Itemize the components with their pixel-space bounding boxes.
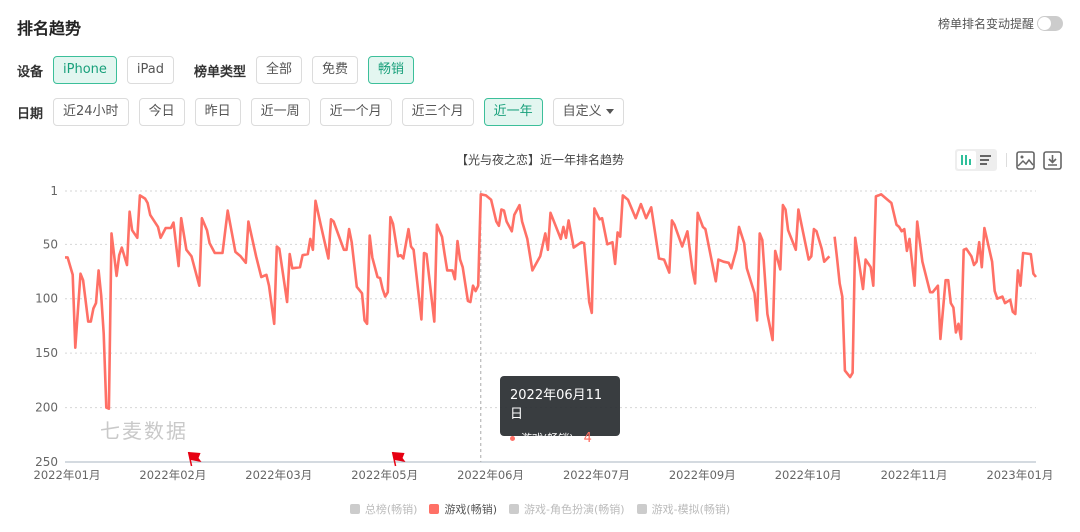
download-icon[interactable]: [1043, 150, 1062, 170]
date-label: 日期: [17, 106, 44, 122]
date-yesterday-button[interactable]: 昨日: [194, 98, 241, 126]
x-tick-label: 2022年11月: [881, 468, 948, 482]
rank-change-alert-label: 榜单排名变动提醒: [937, 17, 1034, 31]
flag-cloth: [392, 452, 406, 462]
x-axis: 2022年01月 2022年02月 2022年03月 2022年05月 2022年06月…: [34, 461, 1053, 482]
date-3months-button[interactable]: 近三个月: [401, 98, 474, 126]
event-flags: [187, 451, 406, 467]
legend-label: 游戏(畅销): [444, 503, 498, 516]
flag-pole: [187, 451, 193, 467]
chart-legend: 总榜(畅销) 游戏(畅销) 游戏-角色扮演(畅销) 游戏-模拟(畅销): [0, 501, 1080, 517]
x-tick-label: 2022年02月: [139, 468, 206, 482]
bar-chart-icon[interactable]: [957, 151, 976, 169]
legend-swatch: [509, 504, 520, 514]
y-tick-label: 1: [50, 184, 58, 198]
legend-swatch: [636, 504, 647, 514]
tooltip-date: 2022年06月11日: [510, 388, 603, 422]
custom-label: 自定义: [562, 104, 602, 119]
tooltip: 2022年06月11日 游戏(畅销) 4: [500, 376, 620, 446]
legend-label: 游戏-模拟(畅销): [651, 503, 731, 516]
device-label: 设备: [17, 64, 44, 80]
page-title: 排名趋势: [17, 19, 82, 38]
series-line: [65, 193, 831, 411]
date-custom-dropdown[interactable]: 自定义: [552, 98, 624, 126]
date-month-button[interactable]: 近一个月: [319, 98, 392, 126]
type-free-button[interactable]: 免费: [312, 56, 359, 84]
tooltip-value: 4: [583, 430, 592, 446]
x-tick-label: 2022年01月: [34, 468, 101, 482]
flag-icon: [187, 451, 202, 467]
date-filter-row: 日期 近24小时 今日 昨日 近一周 近一个月 近三个月 近一年 自定义: [17, 98, 634, 126]
chart-type-label: 榜单类型: [194, 64, 247, 80]
chart-toolbar: [955, 149, 1070, 171]
x-tick-label: 2022年09月: [669, 468, 736, 482]
type-all-button[interactable]: 全部: [256, 56, 303, 84]
legend-swatch: [349, 504, 360, 514]
series-lines: [65, 193, 1038, 411]
x-tick-label: 2022年05月: [351, 468, 418, 482]
caret-down-icon: [605, 109, 614, 114]
legend-label: 游戏-角色扮演(畅销): [524, 503, 625, 516]
rank-change-alert-toggle[interactable]: [1037, 16, 1063, 31]
tooltip-series: 游戏(畅销) 4: [510, 430, 610, 446]
flag-cloth: [188, 452, 202, 462]
x-tick-label: 2022年06月: [457, 468, 524, 482]
y-tick-label: 200: [35, 401, 58, 415]
series-line: [833, 193, 1038, 379]
list-icon[interactable]: [976, 151, 995, 169]
date-24h-button[interactable]: 近24小时: [53, 98, 129, 126]
x-tick-label: 2022年03月: [245, 468, 312, 482]
tooltip-series-name: 游戏(畅销): [521, 432, 574, 445]
legend-item-simulation[interactable]: 游戏-模拟(畅销): [636, 501, 731, 517]
toolbar-divider: [1006, 153, 1007, 167]
type-grossing-button[interactable]: 畅销: [368, 56, 415, 84]
legend-item-rpg[interactable]: 游戏-角色扮演(畅销): [509, 501, 625, 517]
device-iphone-button[interactable]: iPhone: [53, 56, 117, 84]
legend-label: 总榜(畅销): [364, 503, 418, 516]
y-tick-label: 50: [43, 237, 58, 251]
image-icon[interactable]: [1016, 150, 1035, 170]
watermark: 七麦数据: [100, 419, 188, 443]
flag-pole: [391, 451, 397, 467]
device-ipad-button[interactable]: iPad: [126, 56, 174, 84]
date-week-button[interactable]: 近一周: [250, 98, 310, 126]
y-tick-label: 250: [35, 455, 58, 469]
x-tick-label: 2023年01月: [986, 468, 1053, 482]
y-tick-label: 100: [35, 292, 58, 306]
legend-swatch: [429, 504, 440, 514]
x-tick-label: 2022年07月: [563, 468, 630, 482]
chart-title: 【光与夜之恋】近一年排名趋势: [455, 153, 624, 167]
y-tick-label: 150: [35, 346, 58, 360]
date-today-button[interactable]: 今日: [138, 98, 185, 126]
rank-change-alert: 榜单排名变动提醒: [938, 15, 1063, 32]
device-filter-row: 设备 iPhone iPad 榜单类型 全部 免费 畅销: [17, 56, 424, 84]
date-year-button[interactable]: 近一年: [483, 98, 543, 126]
x-tick-label: 2022年10月: [775, 468, 842, 482]
series-dot-icon: [510, 435, 515, 441]
legend-item-games[interactable]: 游戏(畅销): [429, 501, 497, 517]
view-switch: [955, 149, 997, 171]
legend-item-overall[interactable]: 总榜(畅销): [349, 501, 418, 517]
flag-icon: [391, 451, 406, 467]
